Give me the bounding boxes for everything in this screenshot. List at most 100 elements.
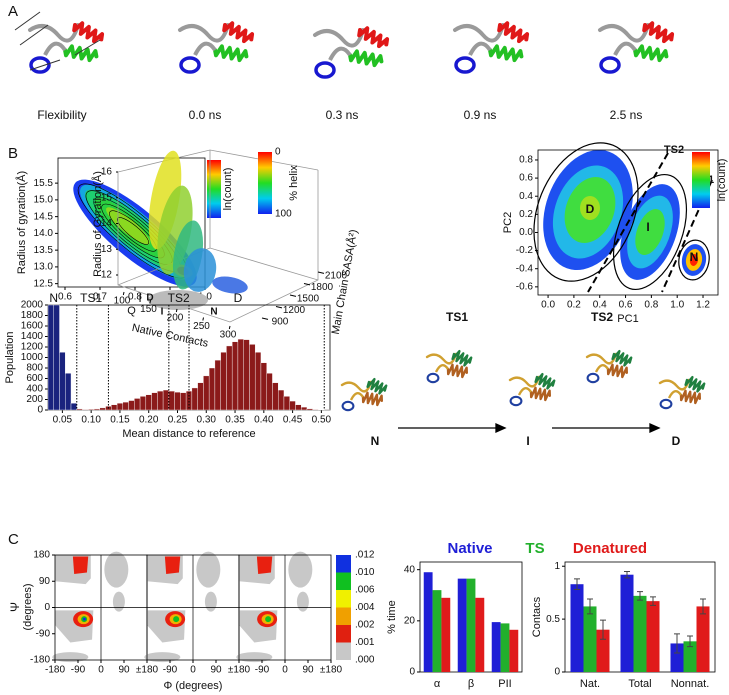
x-tick-label: 0.4 [593,300,607,311]
x-tick-label: 1.0 [670,300,684,311]
protein-coil [28,23,80,43]
protein-helix [679,389,701,405]
colorbar-swatch [336,642,351,660]
annotation: N [210,307,217,318]
snapshot-caption: 0.3 ns [326,108,359,122]
y-tick-label: 2000 [21,300,44,311]
snapshot-caption: Flexibility [37,108,86,122]
y-tick-label: -0.4 [516,263,534,274]
bar [82,409,89,411]
colorbar [207,160,221,218]
x-tick-label: 0.2 [567,300,581,311]
density [580,196,600,220]
protein-coil [468,41,492,56]
x-tick-label: 90 [118,665,130,676]
bar [243,339,250,411]
annotation: I [646,220,649,234]
protein-coil [349,392,364,401]
bar [500,623,510,672]
y-tick-label: 90 [39,576,51,587]
annotation: D [146,293,153,304]
x-tick-label: Total [628,678,651,690]
bar [423,572,433,672]
y-tick-label: 180 [33,550,50,561]
point-cloud [183,248,217,292]
y-tick-label: 1 [554,561,560,572]
protein-coil [508,375,540,388]
density [265,616,272,623]
bar [65,373,72,411]
y-axis-label: Radius of Gyration(Å) [91,171,104,277]
y-tick-label: 1000 [21,352,44,363]
bar [475,597,485,672]
x-tick-label: 0.05 [53,415,73,426]
state-label: N [371,434,380,448]
x-tick-label: -90 [71,665,86,676]
colorbar [258,152,272,214]
contour-line [109,210,157,252]
density [635,209,665,255]
protein-coil [178,23,230,43]
bar [203,375,210,411]
y-axis-label: PC2 [502,212,514,233]
y-axis-label: % time [386,600,398,634]
allowed-region [288,551,313,588]
bar [47,304,54,411]
bar [99,407,106,411]
tick-label: 900 [272,317,289,328]
protein-helix [63,44,99,63]
colorbar-tick-label: 100 [275,209,292,220]
protein-helix [72,21,105,44]
tick [149,300,151,304]
bar [111,404,118,411]
y-tick-label: 0 [409,667,415,678]
tick-label: 1500 [297,294,320,305]
x-tick-label: 0 [190,665,196,676]
protein-coil [517,387,532,396]
bar [168,390,175,411]
bar [295,404,302,411]
panel-label: B [8,145,18,162]
tick [275,306,283,309]
bar [116,402,124,411]
protein-loop [454,56,476,74]
x-tick-label: 1.2 [696,300,710,311]
protein-coil [43,41,67,56]
protein-helix [348,49,384,68]
flexibility-vectors [14,11,101,71]
protein-helix [361,391,383,407]
x-tick-label: 0.10 [81,415,101,426]
x-axis-label: Φ (degrees) [164,680,223,692]
error-bar [600,619,606,640]
bar [633,595,647,672]
bar [53,304,60,411]
tick-label: 150 [140,304,157,315]
bar [249,344,256,411]
transition-label: TS1 [446,310,468,324]
bar [312,409,319,411]
y-axis-label: Contacs [531,596,543,637]
x-tick-label: 0.8 [644,300,658,311]
bar [283,396,290,411]
y-tick-label: 0.5 [546,614,560,625]
x-axis-label: Mean distance to reference [122,428,255,440]
y-tick-label: 14.0 [34,228,54,239]
bar [272,382,279,411]
region-label: TS2 [168,291,190,305]
allowed-region [196,551,221,588]
bar [151,392,158,411]
tick-label: 15 [101,192,113,203]
x-tick-label: 0.15 [110,415,130,426]
bar [289,400,296,411]
protein-loop [659,398,673,410]
protein-coil [425,352,457,365]
density [106,207,150,245]
y-tick-label: 12.5 [34,278,54,289]
allowed-region [104,551,129,588]
tick [202,317,204,321]
protein-loop [29,56,51,74]
allowed-region [112,591,125,612]
y-axis-label: Ψ [8,602,22,612]
x-tick-label: Nonnat. [671,678,710,690]
allowed-region [52,652,89,663]
